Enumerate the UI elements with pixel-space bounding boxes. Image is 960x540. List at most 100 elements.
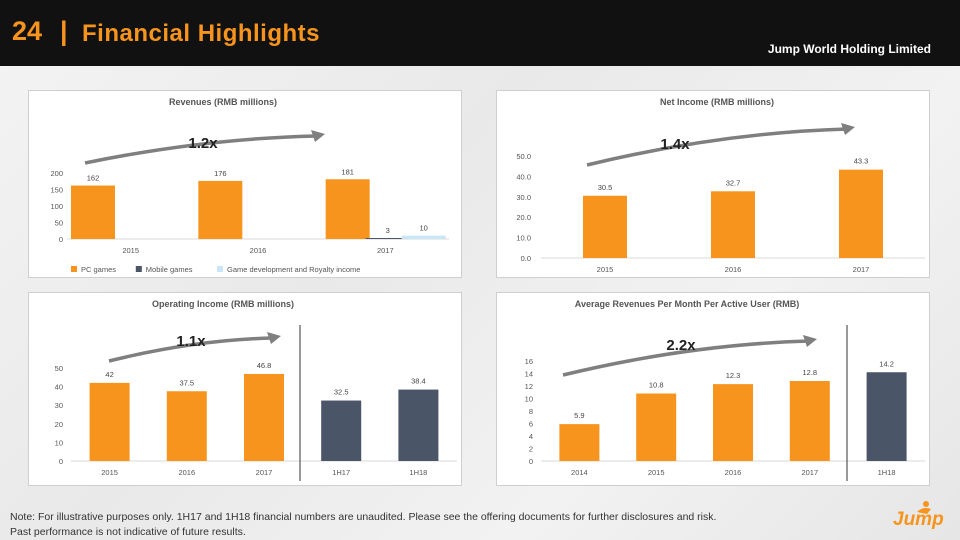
revenues-x-tick-label: 2015: [122, 246, 139, 255]
operating-income-growth-multiple: 1.1x: [176, 333, 206, 350]
operating-income-x-tick-label: 1H18: [409, 468, 427, 477]
net-income-x-tick-label: 2016: [725, 265, 742, 274]
arpu-bar: [866, 372, 907, 461]
arpu-x-tick-label: 2017: [801, 468, 818, 477]
arpu-y-tick-label: 2: [529, 445, 533, 454]
footnote-line-1: Note: For illustrative purposes only. 1H…: [10, 511, 717, 523]
revenues-arrow-shaft: [84, 134, 318, 165]
operating-income-y-tick-label: 0: [59, 457, 63, 466]
operating-income-arrow-shaft: [108, 336, 274, 363]
revenues-bar: [71, 185, 115, 239]
net-income-arrow-shaft: [586, 127, 848, 167]
revenues-chart-panel: Revenues (RMB millions) 0 50 100 150 200 2015 2…: [28, 90, 462, 278]
revenues-arrow-head: [311, 130, 325, 142]
revenues-legend-swatch: [71, 266, 77, 272]
revenues-y-tick-label: 150: [50, 186, 63, 195]
operating-income-x-tick-label: 2016: [178, 468, 195, 477]
footnote: Note: For illustrative purposes only. 1H…: [10, 510, 870, 540]
net-income-chart-panel: Net Income (RMB millions) 0.0 10.0 20.0 30.0…: [496, 90, 930, 278]
operating-income-chart-title: Operating Income (RMB millions): [152, 299, 294, 309]
arpu-bar: [713, 384, 753, 461]
net-income-x-tick-label: 2017: [853, 265, 870, 274]
net-income-y-tick-label: 20.0: [516, 213, 531, 222]
revenues-legend-entry: Game development and Royalty income: [227, 265, 360, 274]
operating-income-bar: [89, 382, 130, 461]
arpu-bar: [636, 393, 677, 461]
arpu-x-tick-label: 1H18: [878, 468, 896, 477]
operating-income-bar: [244, 373, 284, 461]
net-income-y-tick-label: 50.0: [516, 152, 531, 161]
revenues-data-label: 10: [419, 224, 427, 233]
revenues-y-tick-label: 200: [50, 169, 63, 178]
revenues-y-tick-label: 100: [50, 202, 63, 211]
arpu-data-label: 12.3: [726, 371, 741, 380]
operating-income-chart-svg: Operating Income (RMB millions) 0 10 20 30 40…: [55, 299, 457, 481]
operating-income-chart-panel: Operating Income (RMB millions) 0 10 20 30 40…: [28, 292, 462, 486]
operating-income-x-tick-label: 2015: [101, 468, 118, 477]
revenues-legend-entry: PC games: [81, 265, 116, 274]
revenues-y-tick-label: 0: [59, 235, 63, 244]
operating-income-data-label: 42: [105, 370, 113, 379]
arpu-x-tick-label: 2014: [571, 468, 588, 477]
arpu-chart-svg: Average Revenues Per Month Per Active Us…: [525, 299, 925, 481]
operating-income-bar: [166, 391, 207, 461]
slide-title: Financial Highlights: [82, 20, 321, 47]
net-income-bar: [583, 195, 627, 258]
arpu-data-label: 12.8: [802, 368, 817, 377]
operating-income-data-label: 38.4: [411, 377, 426, 386]
arpu-arrow-shaft: [562, 339, 810, 377]
net-income-growth-multiple: 1.4x: [660, 136, 690, 153]
arpu-x-tick-label: 2015: [648, 468, 665, 477]
arpu-data-label: 5.9: [574, 411, 584, 420]
arpu-arrow-head: [803, 335, 817, 347]
operating-income-bar: [321, 400, 362, 461]
revenues-data-label: 162: [87, 174, 100, 183]
arpu-data-label: 10.8: [649, 381, 664, 390]
arpu-x-tick-label: 2016: [725, 468, 742, 477]
revenues-bar: [401, 235, 446, 239]
net-income-data-label: 43.3: [854, 157, 869, 166]
footnote-line-2: Past performance is not indicative of fu…: [10, 526, 246, 538]
net-income-data-label: 32.7: [726, 178, 741, 187]
operating-income-x-tick-label: 1H17: [332, 468, 350, 477]
operating-income-arrow-head: [267, 332, 281, 344]
revenues-legend-swatch: [135, 266, 142, 272]
arpu-y-tick-label: 0: [529, 457, 533, 466]
revenues-data-label: 181: [341, 167, 354, 176]
net-income-bar: [839, 169, 883, 258]
operating-income-data-label: 37.5: [179, 378, 194, 387]
slide-number: 24: [12, 16, 43, 46]
operating-income-data-label: 32.5: [334, 388, 349, 397]
revenues-chart-title: Revenues (RMB millions): [169, 97, 277, 107]
revenues-legend-swatch: [217, 266, 223, 272]
arpu-y-tick-label: 12: [525, 382, 533, 391]
revenues-legend-entry: Mobile games: [146, 265, 193, 274]
arpu-y-tick-label: 8: [529, 407, 533, 416]
revenues-x-tick-label: 2017: [377, 246, 394, 255]
logo-text: Jump: [893, 509, 944, 530]
jump-logo: Jump: [893, 500, 953, 530]
revenues-growth-multiple: 1.2x: [188, 135, 218, 152]
title-separator: |: [60, 16, 68, 46]
slide-header: 24 | Financial Highlights Jump World Hol…: [0, 0, 960, 66]
revenues-bar: [365, 238, 410, 240]
revenues-x-tick-label: 2016: [250, 246, 267, 255]
arpu-growth-multiple: 2.2x: [666, 337, 696, 354]
revenues-bar: [325, 179, 370, 239]
operating-income-data-label: 46.8: [257, 361, 272, 370]
arpu-y-tick-label: 16: [525, 357, 533, 366]
revenues-bar: [198, 180, 243, 239]
net-income-bar: [711, 191, 755, 258]
revenues-y-tick-label: 50: [55, 219, 63, 228]
net-income-y-tick-label: 30.0: [516, 193, 531, 202]
arpu-bar: [789, 381, 830, 461]
arpu-chart-title: Average Revenues Per Month Per Active Us…: [575, 299, 799, 309]
arpu-y-tick-label: 6: [529, 420, 533, 429]
net-income-data-label: 30.5: [598, 183, 613, 192]
operating-income-y-tick-label: 10: [55, 438, 63, 447]
company-name: Jump World Holding Limited: [767, 42, 931, 56]
revenues-chart-svg: Revenues (RMB millions) 0 50 100 150 200 2015 2…: [50, 97, 449, 274]
arpu-y-tick-label: 14: [525, 370, 533, 379]
net-income-x-tick-label: 2015: [597, 265, 614, 274]
operating-income-y-tick-label: 30: [55, 401, 63, 410]
